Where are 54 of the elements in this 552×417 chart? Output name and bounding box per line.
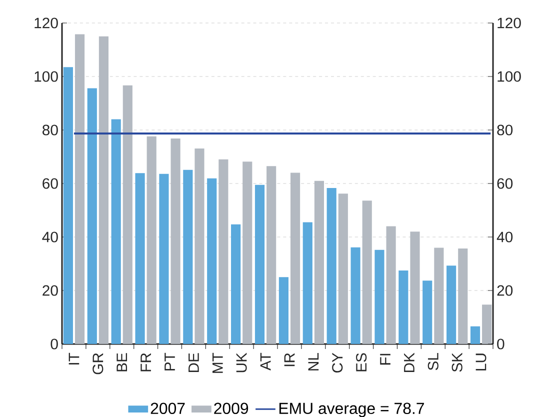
y2-tick-label: 80: [497, 124, 513, 136]
x-tick-label: MT: [212, 352, 223, 373]
x-tick-label: FR: [140, 353, 151, 372]
bar: [207, 178, 217, 344]
x-tick-label: GR: [92, 353, 104, 374]
x-tick-label: BE: [116, 353, 128, 372]
bar: [254, 184, 265, 344]
bar: [398, 270, 408, 344]
x-tick-label: ES: [356, 353, 367, 372]
bar: [326, 188, 336, 344]
x-tick-label: LU: [476, 354, 486, 370]
x-tick-label: SK: [452, 352, 462, 372]
bar: [422, 280, 432, 344]
bar: [302, 222, 312, 344]
x-tick-label: DE: [188, 353, 199, 372]
legend-label: 2009: [214, 402, 248, 414]
y2-tick-label: 100: [498, 71, 521, 82]
y-tick-label: 60: [42, 178, 58, 189]
x-tick-label: UK: [236, 352, 247, 372]
x-tick-label: IR: [284, 353, 295, 366]
bar: [63, 67, 73, 344]
bar: [159, 174, 169, 344]
bar: [111, 119, 121, 344]
bar: [231, 224, 241, 344]
y-tick-label: 0: [50, 338, 58, 350]
legend-label: EMU average = 78.7: [279, 402, 424, 417]
x-tick-label: PT: [164, 352, 175, 370]
bar: [135, 173, 145, 344]
y-tick-label: 40: [42, 232, 58, 242]
y2-tick-label: 120: [498, 18, 521, 28]
bar: [350, 247, 360, 344]
x-tick-label: DK: [404, 352, 414, 372]
x-tick-label: SL: [428, 353, 438, 370]
bar: [470, 326, 480, 344]
y2-tick-label: 60: [497, 178, 513, 189]
legend-label: 2007: [150, 402, 185, 414]
y-tick-label: 80: [42, 124, 58, 136]
x-tick-label: NL: [308, 353, 319, 370]
x-tick-label: AT: [260, 352, 271, 370]
x-tick-label: IT: [68, 352, 80, 364]
bar: [87, 88, 97, 344]
bar: [183, 170, 193, 344]
y2-tick-label: 0: [497, 338, 504, 350]
y-tick-label: 20: [42, 285, 58, 296]
bar: [278, 277, 288, 344]
x-tick-label: FI: [380, 354, 390, 365]
y2-tick-label: 20: [497, 285, 513, 296]
bar: [374, 250, 384, 344]
x-tick-label: CY: [332, 352, 343, 373]
y-tick-label: 100: [34, 71, 58, 82]
bar: [446, 266, 456, 344]
bar: [482, 304, 492, 344]
y2-tick-label: 40: [496, 232, 513, 242]
y-tick-label: 120: [34, 18, 58, 28]
